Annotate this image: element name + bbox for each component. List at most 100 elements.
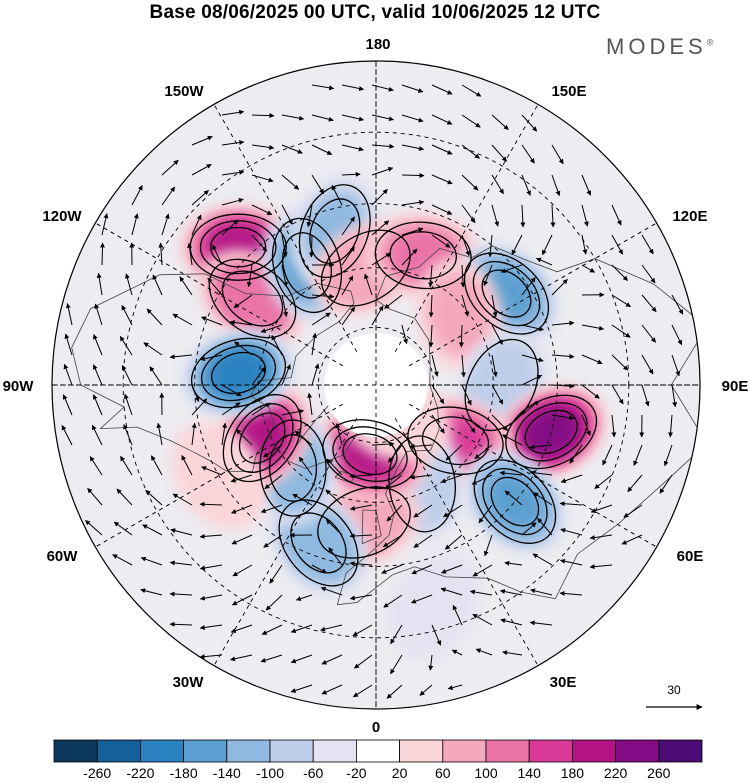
wind-arrow (371, 143, 395, 149)
wind-arrow (231, 594, 253, 606)
wind-arrow (290, 624, 313, 634)
wind-arrow (611, 384, 624, 405)
contour-line (238, 412, 286, 464)
wind-arrow (551, 279, 568, 296)
contour-line (463, 252, 550, 335)
modes-logo: MODES® (606, 34, 713, 60)
wind-arrow (500, 618, 523, 626)
wind-arrow (170, 528, 193, 536)
wind-arrow (431, 204, 453, 215)
wind-arrow (64, 333, 73, 356)
wind-arrow (311, 114, 334, 122)
wind-arrow (551, 144, 564, 165)
wind-arrow (221, 109, 245, 116)
wind-arrow (325, 519, 343, 536)
wind-arrow (364, 273, 373, 296)
wind-arrow (201, 316, 223, 326)
wind-arrow (521, 324, 544, 332)
wind-arrow (431, 234, 451, 248)
wind-arrow (326, 458, 343, 476)
wind-arrow (143, 342, 163, 356)
wind-arrow (472, 564, 493, 577)
contour-line (290, 512, 347, 574)
wind-arrow (320, 586, 343, 596)
wind-arrow (251, 402, 271, 416)
wind-arrow (235, 429, 253, 446)
wind-arrow (461, 114, 481, 128)
wind-arrow (401, 248, 418, 266)
wind-arrow (491, 324, 503, 345)
wind-arrow (581, 174, 592, 196)
wind-arrow (440, 474, 463, 484)
wind-arrow (149, 366, 163, 386)
wind-arrow (559, 501, 583, 507)
contour-line (271, 217, 343, 314)
wind-arrow (581, 414, 591, 436)
contour-line (221, 270, 284, 327)
wind-arrow (537, 517, 553, 536)
wind-arrow (120, 455, 133, 476)
wind-arrow (140, 588, 163, 596)
wind-arrow (124, 273, 133, 296)
wind-arrow (419, 684, 433, 696)
wind-arrow (384, 474, 403, 490)
wind-arrow (92, 364, 103, 386)
wind-arrow (581, 264, 596, 273)
wind-arrow (281, 364, 291, 386)
wind-arrow (529, 470, 553, 476)
wind-arrow (264, 474, 283, 490)
wind-arrow (311, 144, 333, 155)
wind-arrow (349, 504, 373, 511)
wind-arrow (191, 398, 208, 416)
wind-arrow (169, 621, 193, 627)
wind-arrow (349, 473, 373, 479)
wind-arrow (550, 204, 556, 228)
wind-arrow (641, 384, 650, 407)
wind-arrow (221, 422, 228, 446)
wind-arrow (349, 594, 373, 601)
wind-arrow (491, 114, 509, 130)
wind-arrow (390, 654, 403, 675)
wind-arrow (150, 455, 163, 476)
contour-line (320, 229, 411, 307)
contour-line (211, 351, 266, 395)
wind-arrow (123, 424, 133, 446)
wind-arrow (431, 114, 453, 125)
wind-arrow (431, 414, 445, 434)
wind-arrow (309, 234, 315, 258)
wind-arrow (156, 422, 163, 446)
wind-arrow (161, 159, 179, 176)
wind-arrow (321, 684, 343, 695)
wind-arrow (536, 257, 553, 266)
map-frame (51, 60, 701, 710)
wind-arrow (261, 624, 283, 635)
wind-arrow (232, 564, 253, 577)
wind-arrow (581, 204, 589, 227)
wind-arrow (521, 174, 531, 196)
wind-arrow (641, 264, 656, 284)
wind-arrow (521, 277, 536, 296)
wind-arrow (611, 294, 632, 308)
wind-arrow (271, 334, 283, 356)
wind-arrow (581, 234, 588, 255)
wind-arrow (341, 306, 356, 326)
wind-arrow (532, 553, 553, 566)
meridian-label: 120E (672, 208, 707, 225)
wind-arrow (443, 504, 463, 518)
wind-arrow (349, 533, 373, 539)
wind-arrow (311, 312, 331, 326)
wind-arrow (61, 424, 73, 446)
wind-arrow (191, 190, 209, 206)
wind-arrow (281, 144, 303, 154)
wind-arrow (260, 654, 283, 663)
wind-arrow (199, 624, 223, 630)
meridian-label: 120W (42, 208, 82, 225)
wind-arrow (221, 384, 242, 397)
contour-line (374, 221, 472, 290)
wind-arrow (491, 384, 504, 405)
wind-arrow (191, 422, 197, 446)
wind-arrow (483, 264, 493, 287)
contour-line (524, 409, 578, 455)
wind-arrow (63, 363, 73, 386)
